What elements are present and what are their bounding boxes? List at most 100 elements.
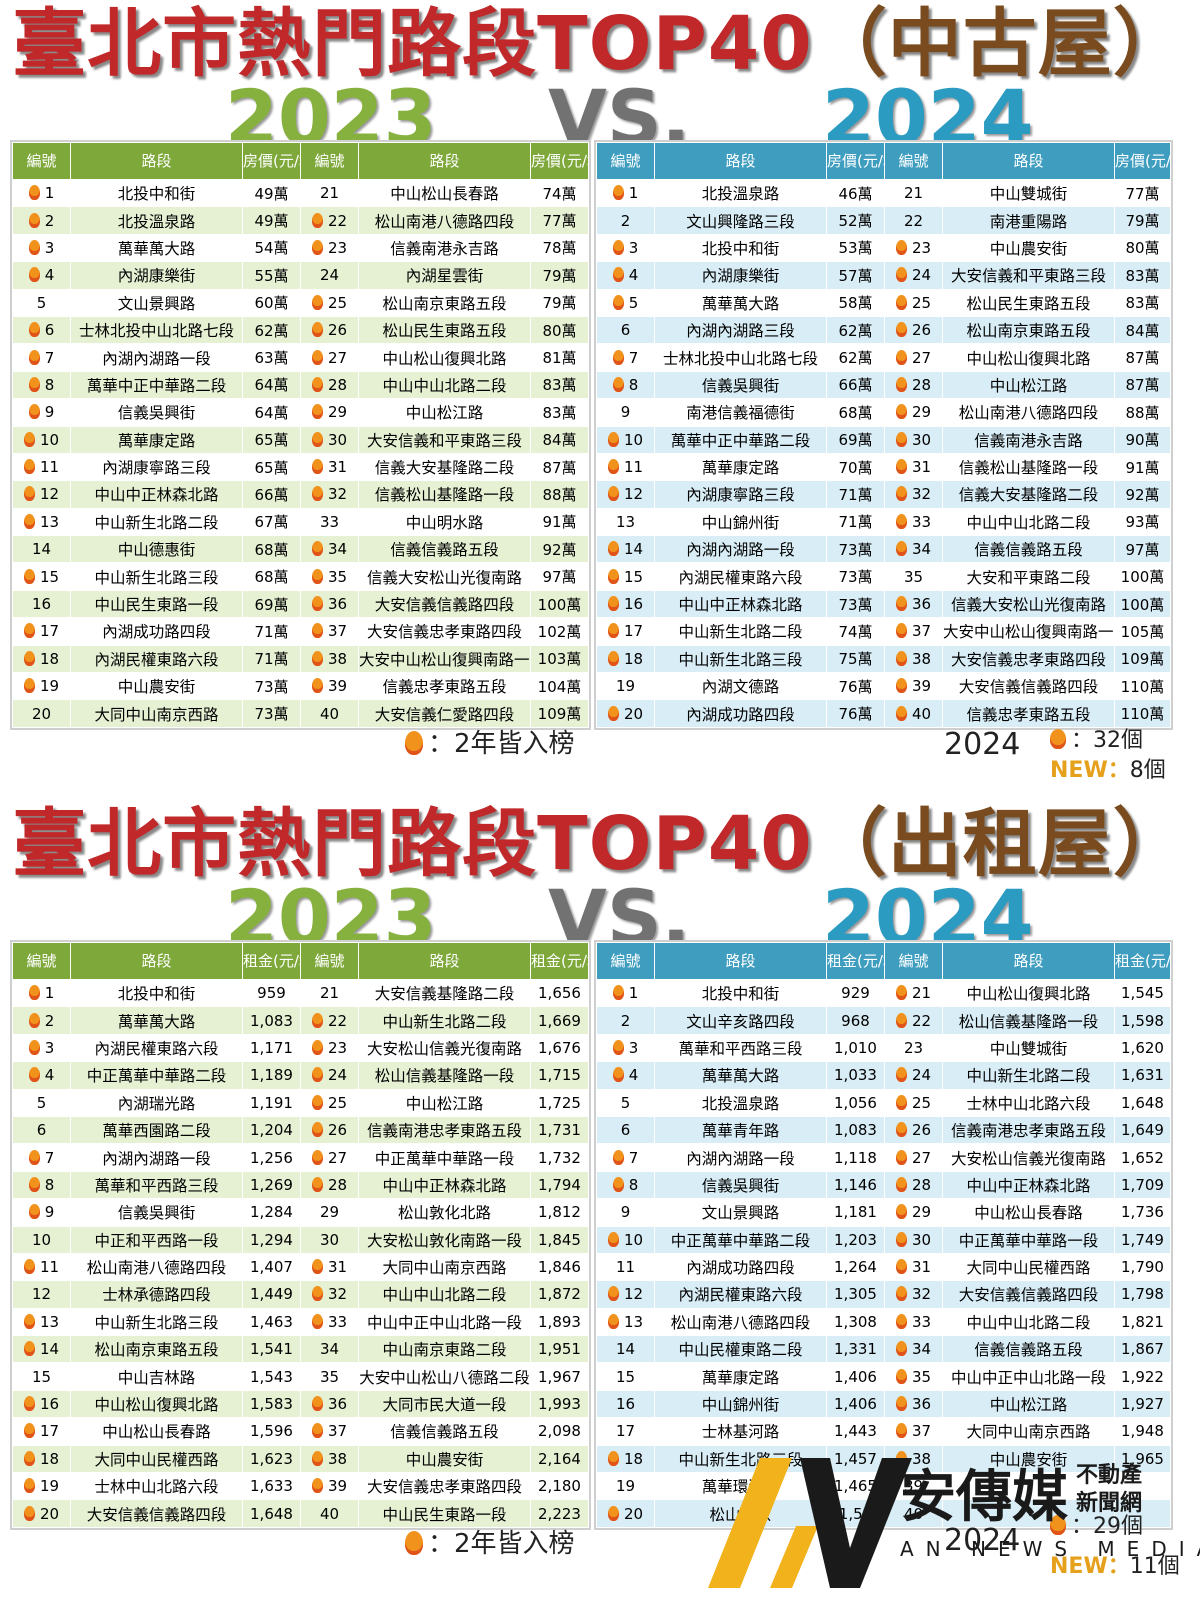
flame-icon (311, 322, 323, 338)
flame-icon (612, 1149, 624, 1165)
road-cell: 信義信義路五段 (358, 1417, 531, 1446)
rank-cell: 1 (12, 978, 71, 1008)
table-2024: 編號路段房價(元/坪)編號路段房價(元/坪)1北投溫泉路46萬21中山雙城街77… (596, 142, 1171, 728)
rank-number: 39 (911, 677, 932, 696)
price-cell: 2,223 (530, 1499, 589, 1528)
table-row: 7 內湖內湖路一段 63萬 27 中山松山復興北路 81萬 (12, 343, 589, 372)
rank-number: 23 (327, 238, 348, 257)
rank-cell: 40 (884, 1499, 943, 1528)
rank-number: 26 (911, 1121, 932, 1140)
table-row: 17 中山新生北路二段 74萬 37 大安中山松山復興南路一段 105萬 (596, 617, 1171, 646)
price-cell: 73萬 (826, 589, 885, 619)
header-road: 路段 (358, 942, 531, 980)
price-cell: 91萬 (530, 507, 589, 537)
price-cell: 65萬 (242, 452, 301, 482)
flame-icon (895, 486, 907, 502)
rank-number: 32 (327, 485, 348, 504)
flame-icon (895, 1313, 907, 1329)
table-row: 17 內湖成功路四段 71萬 37 大安信義忠孝東路四段 102萬 (12, 617, 589, 646)
price-cell: 1,191 (242, 1088, 301, 1117)
price-cell: 66萬 (826, 370, 885, 400)
road-cell: 松山南京東路五段 (358, 288, 531, 317)
flame-icon (311, 1478, 323, 1494)
rank-number: 39 (327, 677, 348, 696)
road-cell: 中正萬華中華路二段 (654, 1225, 827, 1254)
road-cell: 中山中正中山北路一段 (942, 1362, 1115, 1391)
road-cell: 中山中山北路二段 (942, 507, 1115, 537)
rank-cell: 24 (884, 261, 943, 290)
price-cell: 66萬 (242, 480, 301, 509)
rank-cell: 36 (884, 589, 943, 619)
price-cell: 2,098 (530, 1417, 589, 1446)
road-cell: 南港重陽路 (942, 206, 1115, 235)
rank-cell: 34 (884, 1335, 943, 1364)
rank-number: 28 (911, 375, 932, 394)
rank-cell: 20 (12, 1499, 71, 1528)
rank-cell: 29 (300, 398, 359, 427)
price-cell: 80萬 (530, 315, 589, 345)
flame-icon (28, 1176, 40, 1192)
price-cell: 109萬 (1114, 644, 1171, 674)
price-cell: 71萬 (242, 644, 301, 674)
rank-cell: 37 (300, 617, 359, 646)
rank-number: 29 (911, 403, 932, 422)
rank-cell: 11 (12, 1252, 71, 1282)
road-cell: 中正萬華中華路一段 (358, 1143, 531, 1172)
rank-cell: 3 (12, 1033, 71, 1063)
rank-number: 21 (319, 184, 340, 203)
rank-cell: 12 (596, 1280, 655, 1309)
rank-cell: 36 (884, 1389, 943, 1419)
price-cell: 1,620 (1114, 1033, 1171, 1063)
rank-number: 25 (327, 293, 348, 312)
price-cell: 62萬 (242, 315, 301, 345)
table-row: 14 中山民權東路二段 1,331 34 信義信義路五段 1,867 (596, 1335, 1171, 1364)
table-row: 6 萬華青年路 1,083 26 信義南港忠孝東路五段 1,649 (596, 1115, 1171, 1145)
rank-cell: 26 (300, 1115, 359, 1145)
rank-cell: 14 (12, 535, 71, 564)
table-row: 2 文山興隆路三段 52萬 22 南港重陽路 79萬 (596, 206, 1171, 235)
price-cell: 57萬 (826, 261, 885, 290)
flame-icon (405, 1531, 423, 1555)
rank-number: 30 (319, 1230, 340, 1249)
flame-icon (311, 1396, 323, 1412)
footer-year: 2024 (944, 727, 1021, 762)
header-rank: 編號 (884, 942, 943, 980)
flame-icon (23, 1478, 35, 1494)
rank-number: 27 (327, 1148, 348, 1167)
table-row: 13 中山新生北路三段 1,463 33 中山中正中山北路一段 1,893 (12, 1307, 589, 1337)
rank-cell: 31 (300, 1252, 359, 1282)
price-cell: 75萬 (826, 644, 885, 674)
flame-icon (607, 568, 619, 584)
rank-cell: 26 (884, 1115, 943, 1145)
flame-icon (895, 623, 907, 639)
rank-number: 11 (623, 458, 644, 477)
flame-icon (895, 1423, 907, 1439)
rank-number: 6 (620, 1121, 631, 1140)
price-cell: 110萬 (1114, 672, 1171, 701)
price-cell: 1,845 (530, 1225, 589, 1254)
rank-number: 31 (327, 1258, 348, 1277)
flame-icon (895, 1368, 907, 1384)
flame-icon (607, 1231, 619, 1247)
rank-number: 29 (319, 1203, 340, 1222)
rank-number: 11 (615, 1258, 636, 1277)
rank-cell: 16 (596, 589, 655, 619)
flame-icon (311, 1423, 323, 1439)
price-cell: 77萬 (1114, 178, 1171, 208)
price-cell: 83萬 (1114, 261, 1171, 290)
price-cell: 1,676 (530, 1033, 589, 1063)
rank-number: 2 (44, 211, 55, 230)
table-row: 20 內湖成功路四段 76萬 40 信義忠孝東路五段 110萬 (596, 699, 1171, 728)
road-cell: 內湖星雲街 (358, 261, 531, 290)
road-cell: 大安信義信義路四段 (942, 1280, 1115, 1309)
price-cell: 1,033 (826, 1061, 885, 1090)
price-cell: 1,118 (826, 1143, 885, 1172)
road-cell: 萬華萬大路 (654, 288, 827, 317)
flame-icon (895, 1122, 907, 1138)
flame-icon (28, 985, 40, 1001)
flame-icon (895, 431, 907, 447)
price-cell: 1,331 (826, 1335, 885, 1364)
flame-icon (895, 376, 907, 392)
road-cell: 萬華和平西路三段 (70, 1170, 243, 1200)
rank-number: 26 (911, 321, 932, 340)
